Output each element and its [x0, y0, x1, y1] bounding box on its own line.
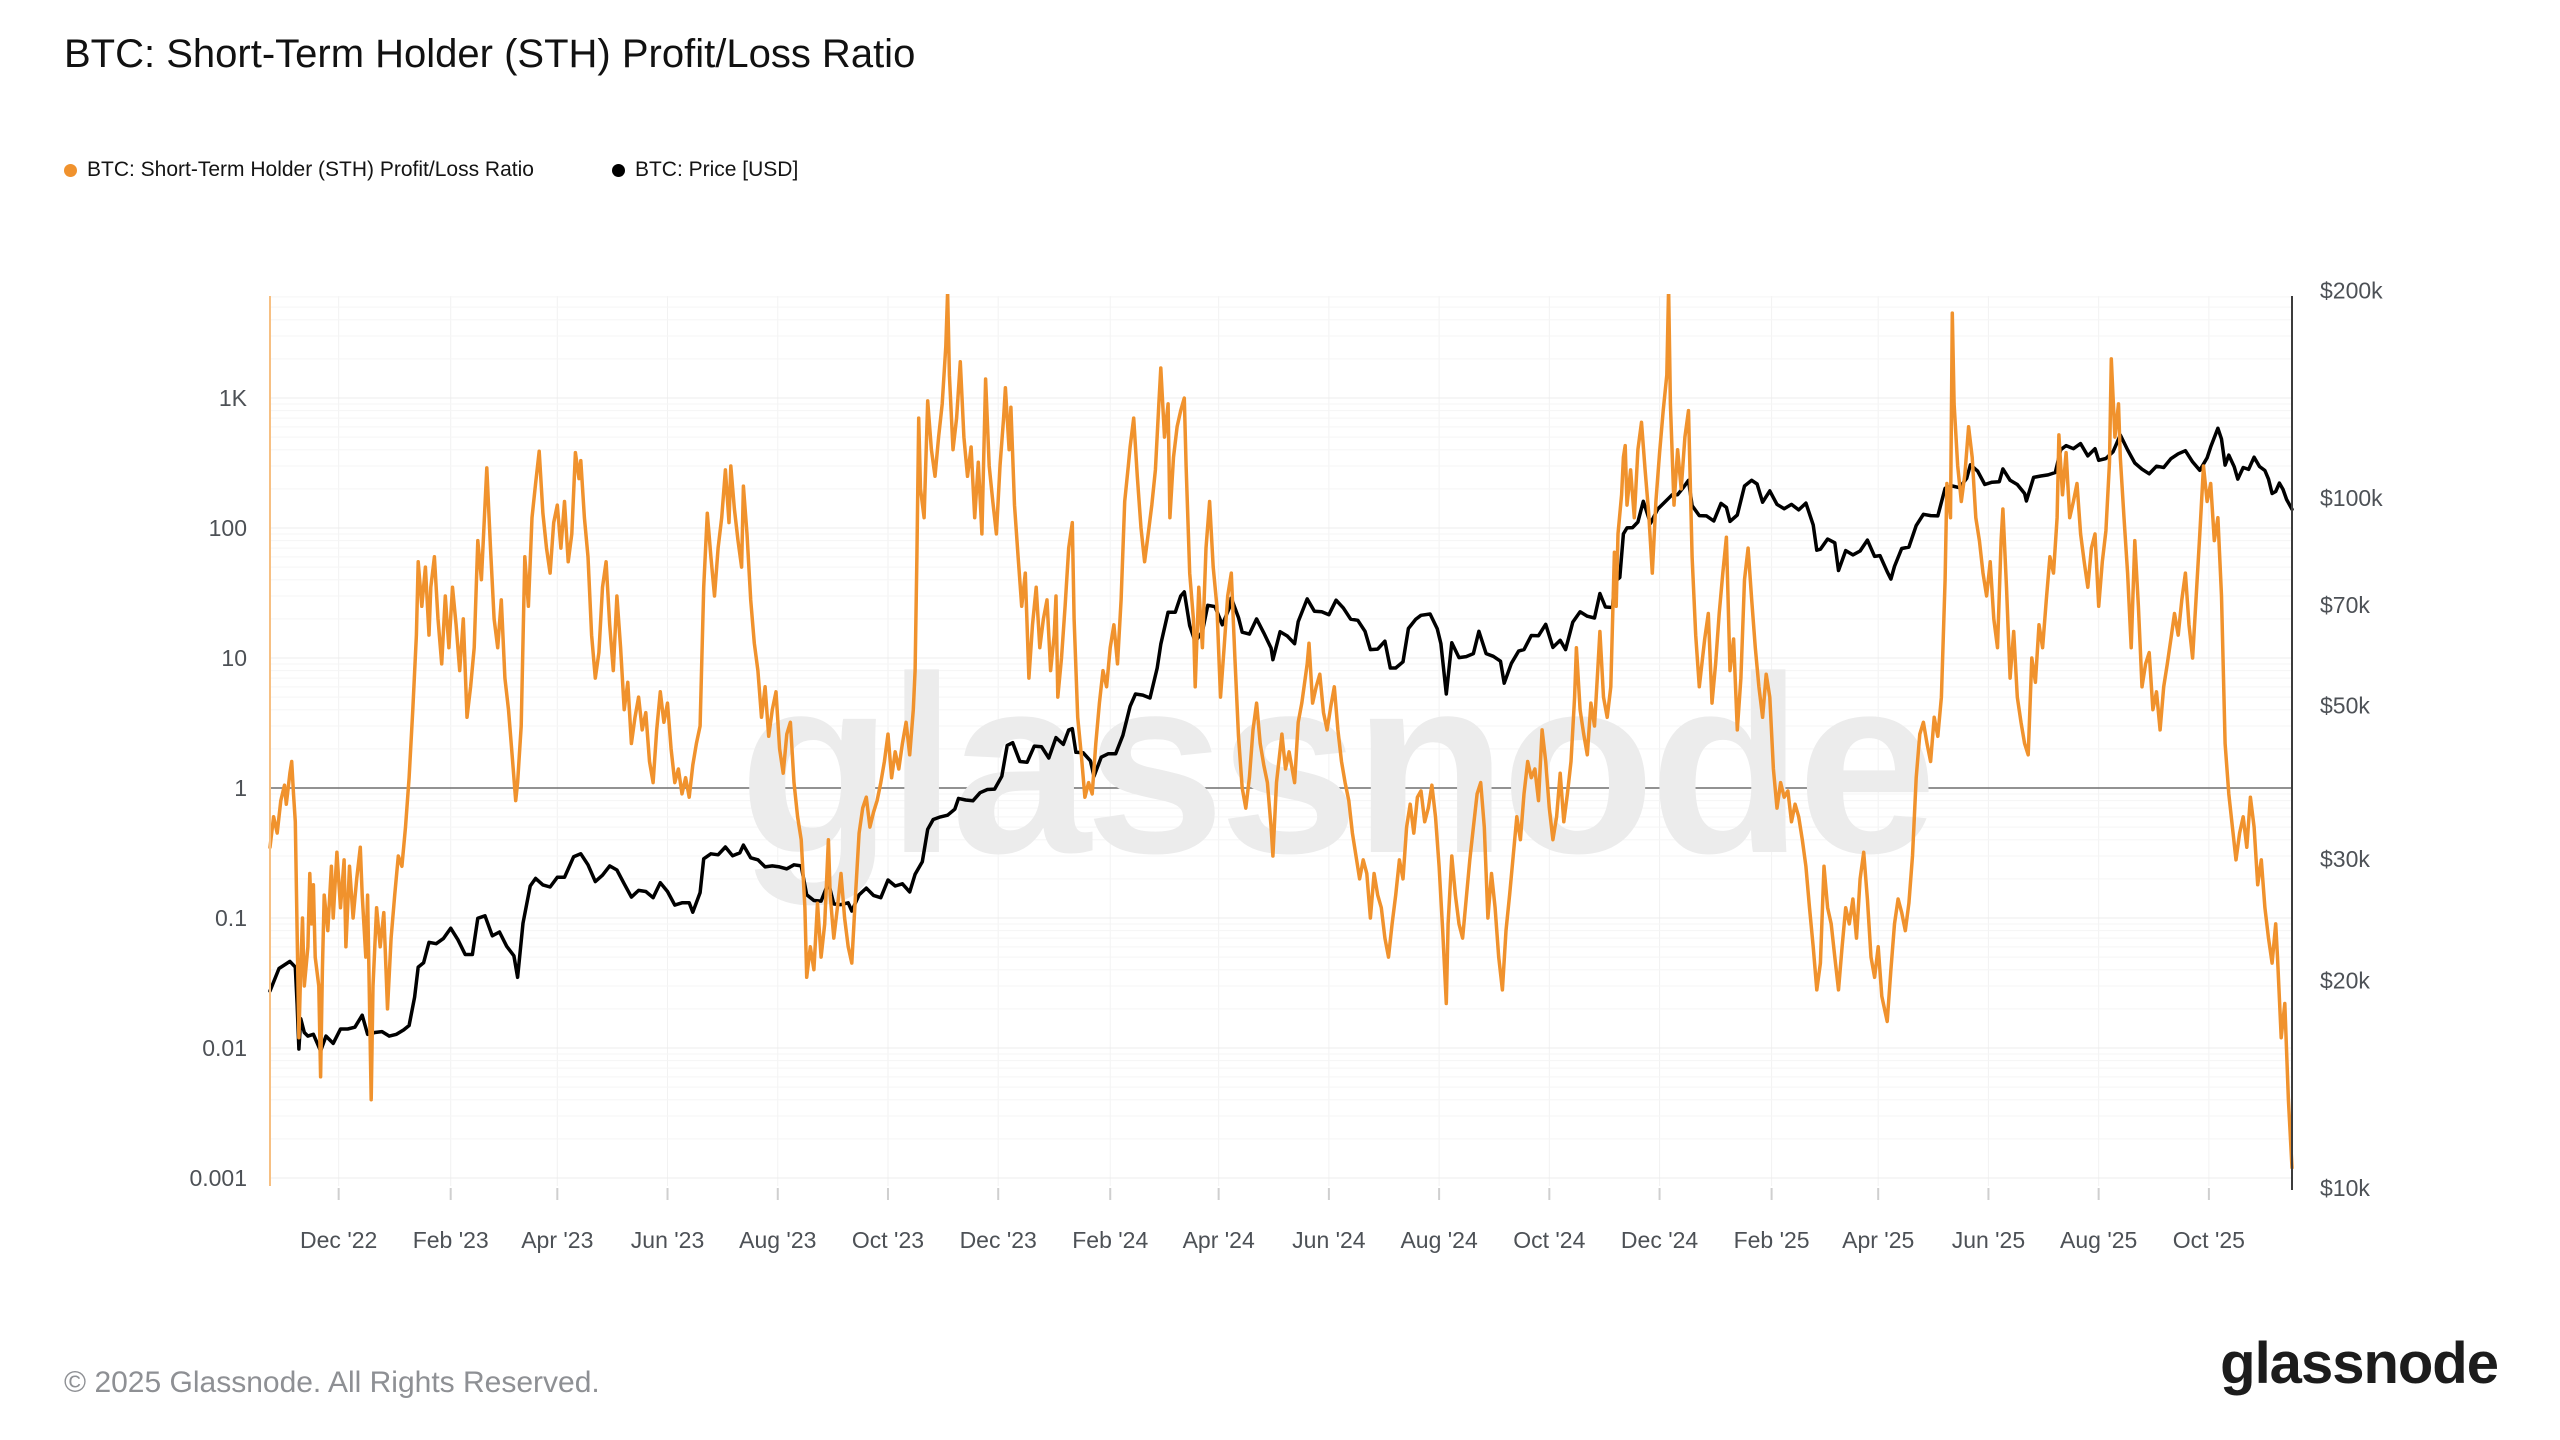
footer-copyright: © 2025 Glassnode. All Rights Reserved.: [64, 1366, 600, 1399]
right-axis-tick-label: $30k: [2320, 846, 2370, 872]
legend-item-sth-ratio[interactable]: BTC: Short-Term Holder (STH) Profit/Loss…: [64, 158, 534, 182]
btc-price-line: [268, 426, 2294, 1053]
left-axis-tick-label: 100: [209, 515, 247, 541]
legend-swatch-btc-price-icon: [611, 163, 625, 177]
x-tick-label: Jun '23: [631, 1227, 704, 1253]
glassnode-logo: glassnode: [2220, 1331, 2499, 1396]
right-axis-tick-label: $70k: [2320, 592, 2370, 618]
legend-item-btc-price[interactable]: BTC: Price [USD]: [611, 158, 799, 182]
x-tick-label: Apr '25: [1842, 1227, 1914, 1253]
x-tick-label: Oct '24: [1513, 1227, 1585, 1253]
chart-canvas[interactable]: glassnode Dec '22 Feb '23 Apr '23 Jun '23 Au…: [0, 0, 2560, 1300]
right-axis-tick-label: $50k: [2320, 693, 2370, 719]
x-tick-label: Apr '24: [1183, 1227, 1255, 1253]
right-axis-tick-label: $100k: [2320, 485, 2383, 511]
left-axis-tick-label: 10: [221, 645, 247, 671]
left-axis-tick-label: 0.001: [189, 1165, 247, 1191]
x-tick-label: Feb '23: [413, 1227, 489, 1253]
legend-label-btc-price: BTC: Price [USD]: [634, 158, 799, 181]
left-axis-tick-label: 1K: [219, 385, 248, 411]
x-tick-label: Aug '23: [739, 1227, 816, 1253]
x-tick-label: Oct '25: [2173, 1227, 2245, 1253]
legend-label-sth-ratio: BTC: Short-Term Holder (STH) Profit/Loss…: [87, 158, 534, 181]
watermark: glassnode: [739, 625, 1931, 906]
left-axis-tick-label: 1: [234, 775, 247, 801]
right-axis-tick-label: $10k: [2320, 1175, 2370, 1201]
x-tick-label: Feb '25: [1734, 1227, 1810, 1253]
left-axis-tick-label: 0.01: [202, 1035, 247, 1061]
x-tick-label: Jun '25: [1952, 1227, 2025, 1253]
x-tick-label: Feb '24: [1072, 1227, 1148, 1253]
left-axis-tick-label: 0.1: [215, 905, 247, 931]
series-layer: [268, 294, 2294, 1170]
x-tick-label: Oct '23: [852, 1227, 924, 1253]
x-tick-label: Aug '24: [1400, 1227, 1477, 1253]
x-tick-label: Aug '25: [2060, 1227, 2137, 1253]
x-tick-label: Dec '23: [960, 1227, 1037, 1253]
x-tick-label: Apr '23: [521, 1227, 593, 1253]
sth-profit-loss-ratio-line: [268, 294, 2294, 1170]
x-tick-label: Dec '22: [300, 1227, 377, 1253]
page-title: BTC: Short-Term Holder (STH) Profit/Loss…: [64, 32, 916, 76]
right-axis-tick-label: $20k: [2320, 967, 2370, 993]
right-axis-tick-label: $200k: [2320, 277, 2383, 303]
x-tick-label: Dec '24: [1621, 1227, 1698, 1253]
x-tick-label: Jun '24: [1292, 1227, 1366, 1253]
legend-swatch-sth-ratio-icon: [64, 163, 77, 177]
legend: BTC: Short-Term Holder (STH) Profit/Loss…: [64, 158, 798, 182]
axis-layer: Dec '22 Feb '23 Apr '23 Jun '23 Aug '23 Oct '…: [189, 277, 2383, 1253]
